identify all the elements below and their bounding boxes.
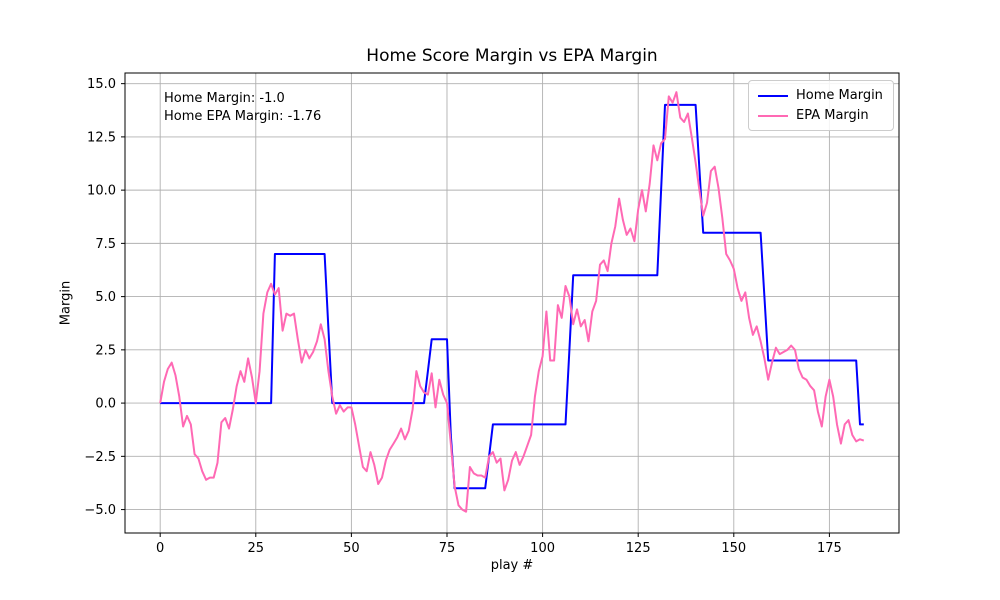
y-tick-label: −5.0	[84, 503, 116, 518]
x-tick-label: 100	[530, 541, 555, 556]
y-tick-label: 5.0	[95, 290, 116, 305]
legend-line-swatch	[758, 94, 788, 97]
x-axis-label: play #	[490, 558, 534, 573]
legend-entry: Home Margin	[758, 88, 883, 103]
y-tick-label: 15.0	[87, 77, 116, 92]
y-tick-label: 2.5	[95, 343, 116, 358]
y-axis-label: Margin	[58, 280, 74, 326]
x-tick-label: 25	[248, 541, 265, 556]
home-margin-line	[160, 103, 864, 490]
legend-line-swatch	[758, 114, 788, 117]
legend-label: Home Margin	[796, 88, 883, 103]
chart-title: Home Score Margin vs EPA Margin	[366, 46, 658, 66]
y-tick-label: 0.0	[95, 397, 116, 412]
x-tick-label: 125	[626, 541, 651, 556]
x-tick-label: 75	[439, 541, 456, 556]
plot-border	[124, 72, 900, 534]
epa-margin-line	[159, 91, 865, 513]
score-annotation: Home Margin: -1.0 Home EPA Margin: -1.76	[164, 90, 321, 125]
annotation-home-margin: Home Margin: -1.0	[164, 91, 285, 106]
x-tick-label: 150	[721, 541, 746, 556]
x-tick-label: 175	[817, 541, 842, 556]
legend-entry: EPA Margin	[758, 108, 883, 123]
y-tick-label: 12.5	[87, 130, 116, 145]
y-tick-label: 7.5	[95, 237, 116, 252]
annotation-epa-margin: Home EPA Margin: -1.76	[164, 108, 322, 124]
legend-label: EPA Margin	[796, 108, 869, 123]
legend: Home Margin EPA Margin	[748, 80, 894, 131]
x-tick-label: 50	[343, 541, 360, 556]
y-tick-label: 10.0	[87, 184, 116, 199]
x-tick-label: 0	[156, 541, 164, 556]
y-tick-label: −2.5	[84, 450, 116, 465]
